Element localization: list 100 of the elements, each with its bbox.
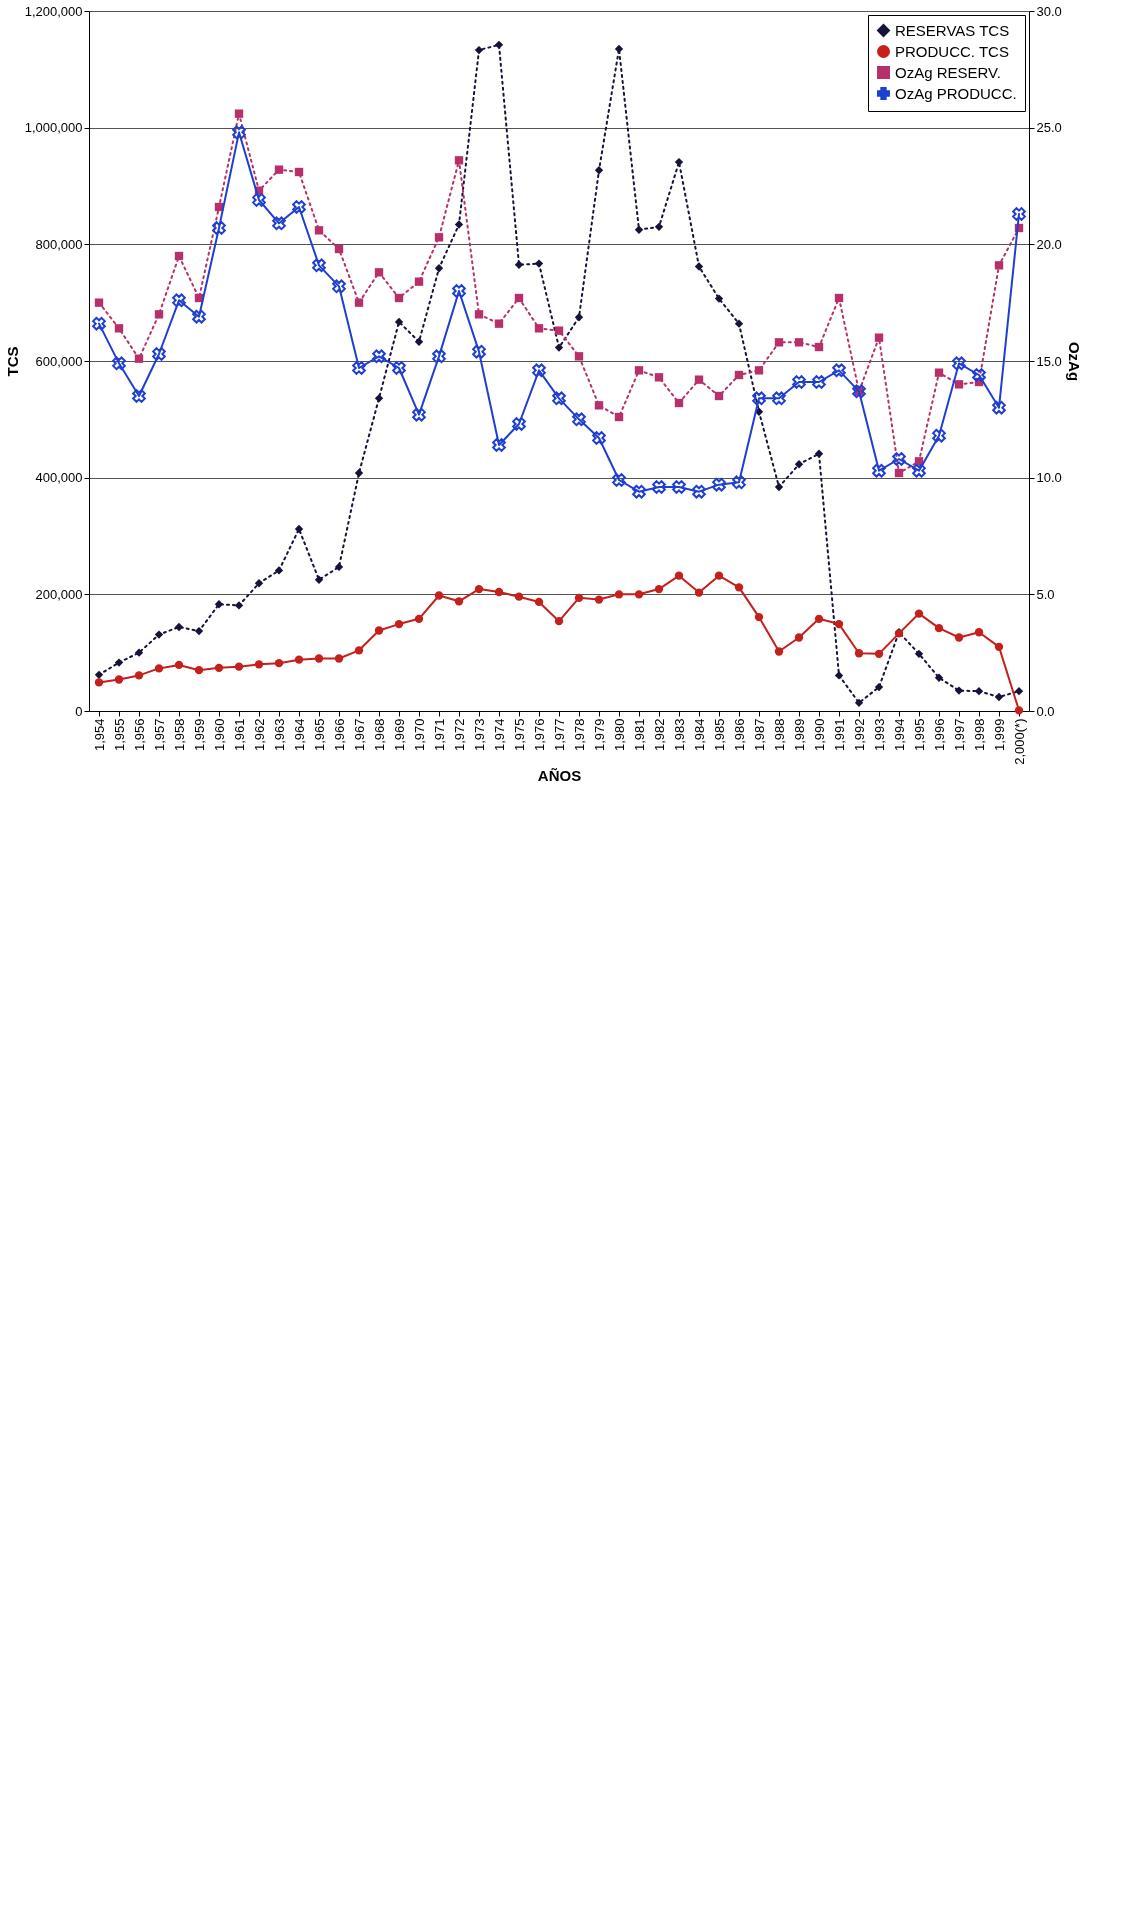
point [532, 363, 546, 378]
point [114, 324, 124, 333]
x-tick-label: 1,970 [411, 718, 427, 752]
point [134, 671, 144, 680]
point [534, 324, 544, 333]
x-tick-label: 1,999 [991, 718, 1007, 752]
x-tick-label: 1,984 [691, 718, 707, 752]
x-tick-label: 1,972 [451, 718, 467, 752]
point [374, 626, 384, 635]
point [294, 524, 304, 534]
x-tick-label: 1,959 [191, 718, 207, 752]
point [714, 391, 724, 401]
legend-label: PRODUCC. TCS [895, 42, 1009, 60]
point [614, 412, 624, 422]
legend-label: RESERVAS TCS [895, 21, 1010, 39]
point [794, 460, 804, 469]
point [274, 658, 284, 668]
point [454, 597, 464, 606]
point [792, 375, 806, 389]
point [534, 597, 544, 607]
point [874, 649, 884, 659]
point [954, 633, 964, 642]
x-tick-label: 1,992 [851, 718, 867, 752]
point [894, 468, 904, 478]
point [794, 633, 804, 642]
point [854, 649, 864, 658]
point [714, 571, 724, 580]
point [114, 675, 124, 684]
y-tick-label: 400,000 [35, 470, 83, 486]
x-tick-label: 1,955 [111, 718, 127, 752]
point [974, 686, 984, 696]
point [232, 125, 246, 140]
point [672, 480, 686, 494]
point [394, 317, 404, 327]
point [174, 660, 184, 670]
x-tick-label: 1,974 [491, 718, 507, 752]
x-tick-label: 1,995 [911, 718, 927, 752]
x-tick-label: 1,985 [711, 718, 727, 752]
x-tick-label: 1,966 [331, 718, 347, 752]
point [652, 480, 666, 494]
y-tick-label: 0 [75, 703, 83, 719]
point [772, 391, 786, 406]
point [414, 337, 424, 346]
point [694, 375, 704, 384]
point [594, 401, 604, 410]
point [934, 368, 944, 377]
point [674, 571, 684, 580]
point [214, 600, 224, 609]
point [94, 670, 104, 680]
point [732, 475, 746, 490]
point [654, 584, 664, 594]
point [474, 310, 484, 319]
point [554, 616, 564, 626]
x-tick-label: 1,968 [371, 718, 387, 752]
point [412, 407, 426, 422]
x-tick-label: 1,980 [611, 718, 627, 752]
point [494, 319, 504, 328]
x-tick-label: 1,998 [971, 718, 987, 752]
point [292, 200, 306, 214]
point [914, 649, 924, 659]
point [712, 477, 726, 492]
y2-axis-title: OzAg [1065, 341, 1083, 382]
point [274, 165, 284, 174]
point [634, 590, 644, 599]
x-tick-label: 1,989 [791, 718, 807, 752]
point [474, 584, 484, 594]
point [334, 562, 344, 572]
point [334, 244, 344, 254]
y2-tick-label: 5.0 [1036, 586, 1055, 602]
point [332, 279, 346, 294]
x-tick-label: 1,963 [271, 718, 287, 752]
point [172, 293, 186, 308]
point [154, 630, 164, 639]
point [754, 366, 764, 375]
point [952, 356, 966, 371]
point [612, 473, 626, 487]
x-tick-label: 1,965 [311, 718, 327, 752]
point [274, 566, 284, 575]
point [374, 394, 384, 403]
point [692, 484, 706, 499]
point [954, 380, 964, 389]
point [1014, 686, 1024, 696]
point [714, 294, 724, 303]
x-tick-label: 1,967 [351, 718, 367, 752]
point [492, 438, 506, 452]
x-tick-label: 2,000(*) [1011, 718, 1027, 765]
point [972, 368, 986, 382]
x-tick-label: 1,983 [671, 718, 687, 752]
point [352, 361, 366, 375]
point [594, 166, 604, 175]
y2-tick-label: 0.0 [1036, 703, 1055, 719]
point [1012, 207, 1026, 221]
x-tick-label: 1,956 [131, 718, 147, 752]
point [434, 233, 444, 242]
point [472, 344, 486, 359]
x-tick-label: 1,991 [831, 718, 847, 752]
x-tick-label: 1,990 [811, 718, 827, 752]
point [134, 354, 144, 363]
y-axis-title: TCS [3, 346, 21, 377]
point [354, 468, 364, 478]
